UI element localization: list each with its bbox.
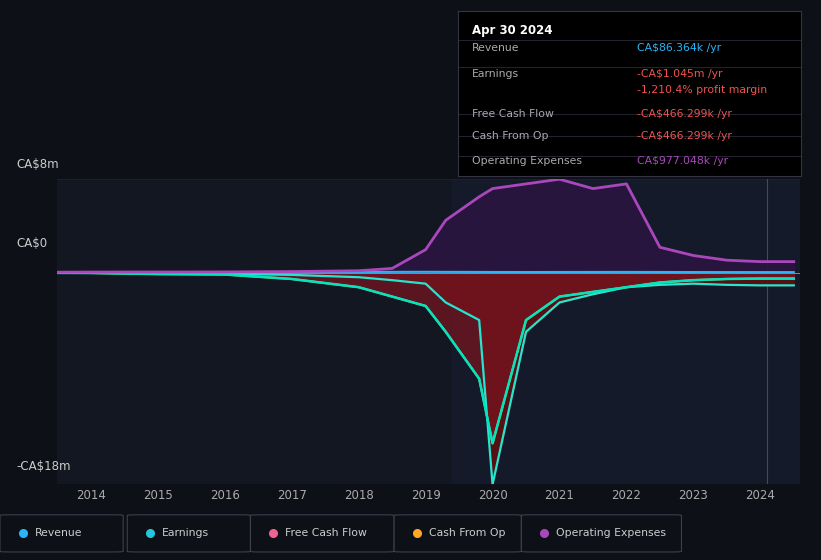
Text: Cash From Op: Cash From Op bbox=[429, 529, 505, 538]
Text: CA$977.048k /yr: CA$977.048k /yr bbox=[636, 156, 727, 166]
Text: Cash From Op: Cash From Op bbox=[472, 131, 548, 141]
FancyBboxPatch shape bbox=[127, 515, 250, 552]
Text: CA$86.364k /yr: CA$86.364k /yr bbox=[636, 43, 721, 53]
Text: Revenue: Revenue bbox=[472, 43, 520, 53]
Text: -CA$18m: -CA$18m bbox=[16, 460, 71, 473]
Bar bbox=[452, 179, 800, 484]
Text: -CA$1.045m /yr: -CA$1.045m /yr bbox=[636, 69, 722, 79]
Text: Apr 30 2024: Apr 30 2024 bbox=[472, 24, 553, 36]
FancyBboxPatch shape bbox=[521, 515, 681, 552]
Text: Earnings: Earnings bbox=[162, 529, 209, 538]
Text: Operating Expenses: Operating Expenses bbox=[556, 529, 666, 538]
FancyBboxPatch shape bbox=[394, 515, 521, 552]
Text: Operating Expenses: Operating Expenses bbox=[472, 156, 582, 166]
FancyBboxPatch shape bbox=[0, 515, 123, 552]
Text: -1,210.4% profit margin: -1,210.4% profit margin bbox=[636, 86, 767, 96]
Text: Free Cash Flow: Free Cash Flow bbox=[472, 109, 553, 119]
FancyBboxPatch shape bbox=[250, 515, 394, 552]
Text: CA$8m: CA$8m bbox=[16, 158, 59, 171]
Text: -CA$466.299k /yr: -CA$466.299k /yr bbox=[636, 109, 732, 119]
Text: Free Cash Flow: Free Cash Flow bbox=[285, 529, 367, 538]
Text: -CA$466.299k /yr: -CA$466.299k /yr bbox=[636, 131, 732, 141]
Text: CA$0: CA$0 bbox=[16, 237, 48, 250]
Text: Revenue: Revenue bbox=[34, 529, 82, 538]
Text: Earnings: Earnings bbox=[472, 69, 519, 79]
